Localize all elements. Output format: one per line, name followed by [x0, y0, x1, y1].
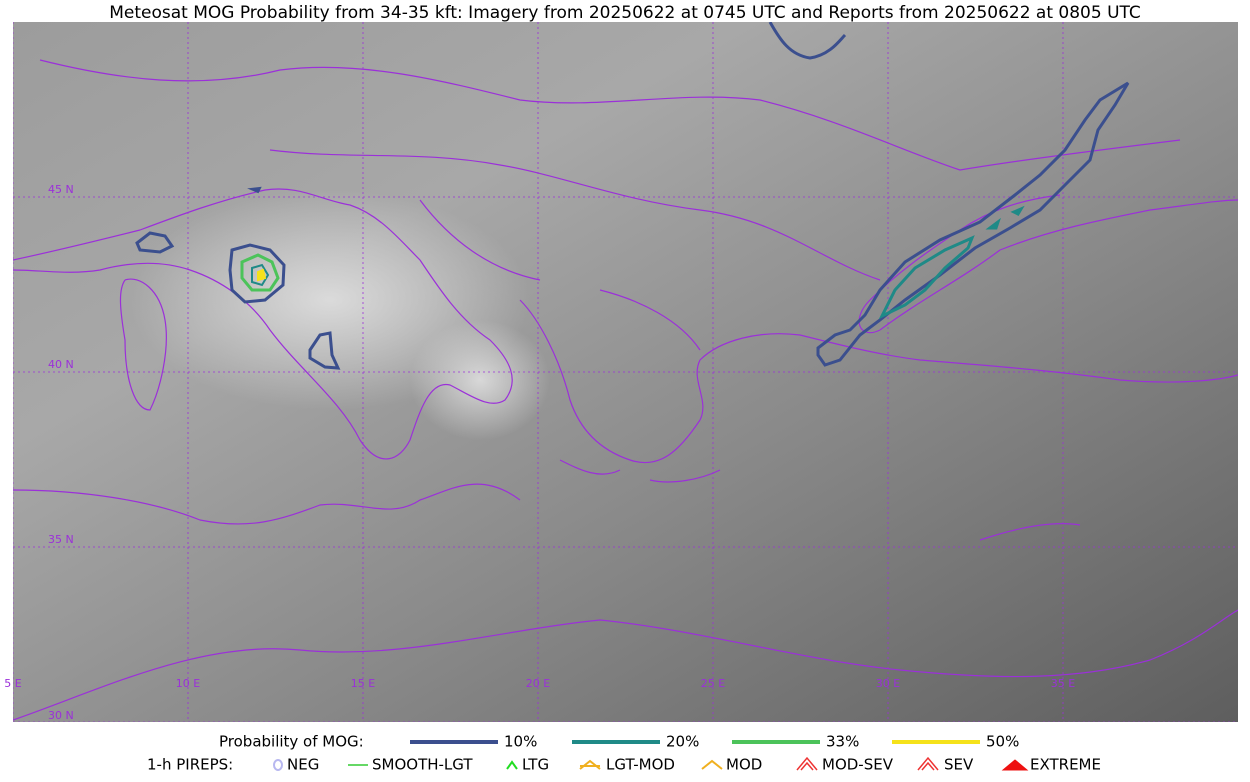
mog-contours: [135, 22, 1130, 370]
pirep-icon: [579, 759, 601, 770]
legend-item: 50%: [986, 733, 1019, 751]
pirep-icon: [917, 756, 939, 771]
lon-label: 15 E: [351, 677, 375, 690]
legend: Probability of MOG: 10% 20% 33% 50% 1-h PIREP…: [147, 733, 1101, 774]
legend-item: SEV: [944, 756, 974, 774]
lat-label: 30 N: [48, 709, 74, 722]
legend-item: 10%: [504, 733, 537, 751]
lon-label: 35 E: [1051, 677, 1075, 690]
cloud: [410, 320, 550, 440]
legend-label: Probability of MOG:: [219, 733, 364, 751]
legend-item: SMOOTH-LGT: [372, 756, 473, 774]
title: Meteosat MOG Probability from 34-35 kft:…: [109, 3, 1141, 23]
pirep-icon: [273, 759, 283, 771]
lat-label: 40 N: [48, 358, 74, 371]
lon-label: 20 E: [526, 677, 550, 690]
legend-item: MOD-SEV: [822, 756, 894, 774]
map: [13, 22, 1238, 722]
legend-item: 20%: [666, 733, 699, 751]
pirep-icon: [506, 760, 518, 770]
legend-item: LGT-MOD: [606, 756, 675, 774]
lon-label: 10 E: [176, 677, 200, 690]
legend-item: MOD: [726, 756, 762, 774]
lon-label: 25 E: [701, 677, 725, 690]
graticule: [13, 22, 1238, 722]
pirep-icon: [1001, 759, 1029, 771]
lat-label: 35 N: [48, 533, 74, 546]
legend-label: 1-h PIREPS:: [147, 756, 233, 774]
coastlines: [13, 59, 1238, 721]
pirep-icon: [701, 759, 723, 770]
lat-label: 45 N: [48, 183, 74, 196]
pirep-icon: [796, 756, 818, 771]
legend-item: LTG: [522, 756, 549, 774]
legend-item: NEG: [287, 756, 319, 774]
legend-item: 33%: [826, 733, 859, 751]
lon-label: 5 E: [4, 677, 21, 690]
lon-label: 30 E: [876, 677, 900, 690]
legend-item: EXTREME: [1030, 756, 1101, 774]
